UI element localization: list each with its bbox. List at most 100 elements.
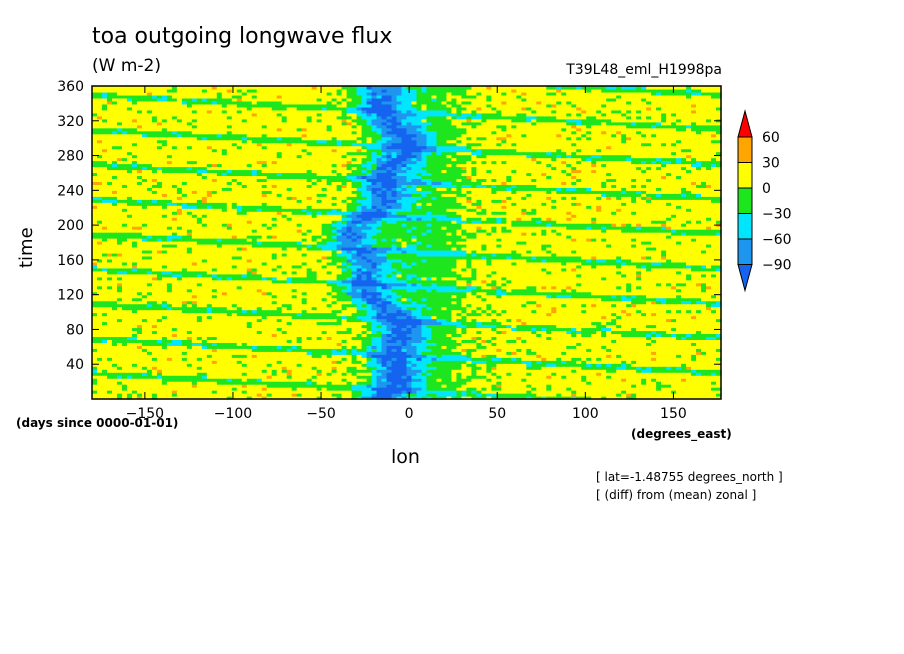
heatmap-cell <box>531 387 537 391</box>
heatmap-cell <box>331 390 338 394</box>
heatmap-cell <box>711 396 717 400</box>
heatmap-cell <box>156 372 163 376</box>
heatmap-cell <box>706 381 712 385</box>
heatmap-cell <box>181 387 188 391</box>
heatmap-cell <box>676 378 682 382</box>
heatmap-cell <box>291 390 298 394</box>
heatmap-cell <box>546 393 552 397</box>
heatmap-cell <box>311 396 318 400</box>
heatmap-cell <box>186 366 193 370</box>
heatmap-cell <box>301 375 308 379</box>
heatmap-cell <box>106 390 113 394</box>
heatmap-cell <box>92 360 98 364</box>
heatmap-cell <box>166 363 173 367</box>
heatmap-cell <box>246 375 253 379</box>
heatmap-cell <box>556 372 562 376</box>
heatmap-cell <box>276 372 283 376</box>
heatmap-cell <box>701 375 707 379</box>
heatmap-cell <box>201 366 208 370</box>
heatmap-cell <box>216 363 223 367</box>
heatmap-cell <box>626 363 632 367</box>
heatmap-cell <box>511 378 517 382</box>
heatmap-cell <box>286 369 293 373</box>
heatmap-cell <box>541 396 547 400</box>
heatmap-cell <box>216 384 223 388</box>
heatmap-cell <box>321 387 328 391</box>
heatmap-cell <box>656 360 662 364</box>
heatmap-cell <box>501 366 507 370</box>
heatmap-cell <box>711 360 717 364</box>
heatmap-cell <box>616 363 622 367</box>
heatmap-cell <box>106 363 113 367</box>
heatmap-cell <box>311 390 318 394</box>
heatmap-cell <box>326 393 333 397</box>
heatmap-cell <box>591 369 597 373</box>
heatmap-cell <box>276 366 283 370</box>
heatmap-cell <box>486 396 492 400</box>
heatmap-cell <box>626 390 632 394</box>
heatmap-cell <box>501 381 507 385</box>
heatmap-cell <box>151 372 158 376</box>
heatmap-cell <box>481 396 487 400</box>
heatmap-cell <box>246 363 253 367</box>
heatmap-cell <box>431 357 438 361</box>
heatmap-cell <box>581 390 587 394</box>
heatmap-cell <box>316 381 323 385</box>
heatmap-cell <box>611 375 617 379</box>
heatmap-cell <box>116 363 123 367</box>
heatmap-cell <box>221 381 228 385</box>
heatmap-cell <box>506 375 512 379</box>
heatmap-cell <box>511 390 517 394</box>
heatmap-cell <box>191 363 198 367</box>
heatmap-cell <box>656 372 662 376</box>
heatmap-cell <box>396 363 403 367</box>
heatmap-cell <box>276 378 283 382</box>
heatmap-cell <box>686 375 692 379</box>
heatmap-cell <box>141 387 148 391</box>
heatmap-cell <box>711 393 717 397</box>
heatmap-cell <box>506 390 512 394</box>
heatmap-cell <box>451 381 458 385</box>
heatmap-cell <box>216 396 223 400</box>
heatmap-cell <box>111 363 118 367</box>
heatmap-cell <box>301 387 308 391</box>
heatmap-cell <box>661 360 667 364</box>
heatmap-cell <box>276 357 283 361</box>
heatmap-cell <box>156 387 163 391</box>
heatmap-cell <box>196 381 203 385</box>
heatmap-cell <box>171 393 178 397</box>
heatmap-cell <box>491 372 497 376</box>
heatmap-cell <box>406 384 413 388</box>
heatmap-cell <box>266 390 273 394</box>
heatmap-cell <box>141 357 148 361</box>
heatmap-cell <box>256 381 263 385</box>
heatmap-cell <box>471 372 477 376</box>
heatmap-cell <box>131 357 138 361</box>
heatmap-cell <box>406 387 413 391</box>
heatmap-cell <box>516 393 522 397</box>
heatmap-cell <box>531 363 537 367</box>
heatmap-cell <box>591 360 597 364</box>
heatmap-cell <box>326 378 333 382</box>
heatmap-cell <box>446 366 453 370</box>
heatmap-cell <box>301 363 308 367</box>
heatmap-cell <box>106 393 113 397</box>
heatmap-cell <box>476 381 482 385</box>
heatmap-cell <box>446 375 453 379</box>
heatmap-cell <box>271 393 278 397</box>
heatmap-cell <box>566 369 572 373</box>
heatmap-cell <box>456 357 463 361</box>
heatmap-cell <box>366 387 373 391</box>
heatmap-cell <box>501 360 507 364</box>
heatmap-cell <box>121 381 128 385</box>
heatmap-cell <box>306 396 313 400</box>
heatmap-cell <box>531 396 537 400</box>
heatmap-cell <box>471 393 477 397</box>
heatmap-cell <box>351 366 358 370</box>
heatmap-cell <box>541 381 547 385</box>
heatmap-cell <box>181 390 188 394</box>
heatmap-cell <box>611 393 617 397</box>
heatmap-cell <box>716 387 722 391</box>
heatmap-cell <box>716 375 722 379</box>
heatmap-cell <box>241 360 248 364</box>
